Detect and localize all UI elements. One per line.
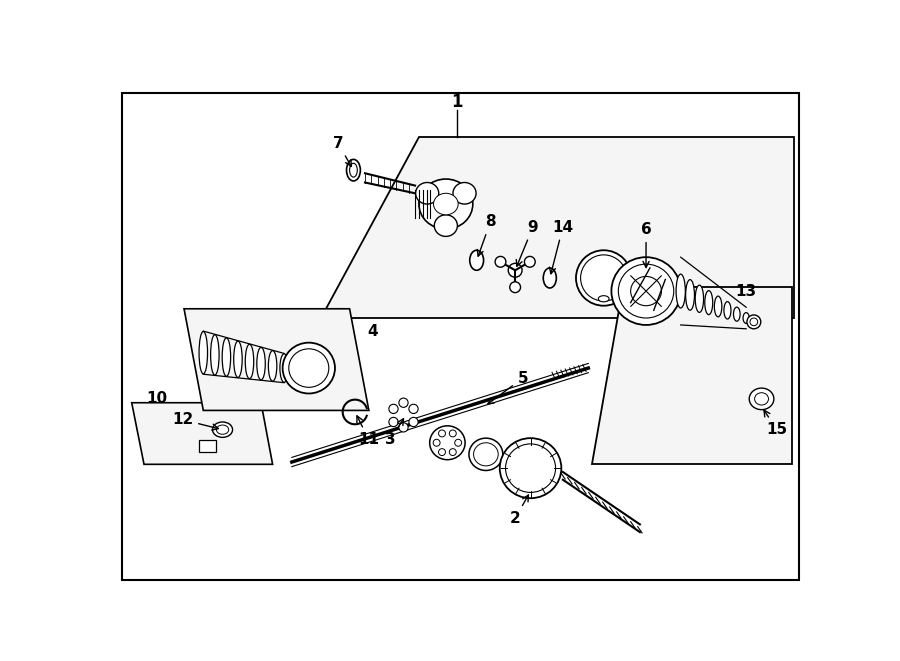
Ellipse shape [216, 425, 229, 434]
Ellipse shape [676, 274, 685, 308]
Ellipse shape [399, 398, 408, 407]
Ellipse shape [349, 163, 357, 177]
Ellipse shape [749, 388, 774, 410]
Ellipse shape [580, 255, 626, 301]
Ellipse shape [416, 182, 438, 204]
Ellipse shape [399, 423, 408, 432]
Text: 10: 10 [147, 391, 167, 407]
Ellipse shape [470, 251, 483, 270]
Ellipse shape [438, 430, 446, 437]
Text: 1: 1 [452, 93, 464, 112]
Ellipse shape [435, 215, 457, 237]
Ellipse shape [473, 443, 499, 466]
Ellipse shape [389, 405, 398, 414]
Ellipse shape [724, 301, 731, 319]
Text: 13: 13 [735, 284, 757, 299]
Text: 15: 15 [764, 410, 788, 437]
Ellipse shape [495, 256, 506, 267]
Ellipse shape [508, 263, 522, 277]
Ellipse shape [246, 344, 254, 379]
Ellipse shape [631, 276, 662, 305]
Ellipse shape [268, 350, 277, 381]
Ellipse shape [434, 193, 458, 215]
Ellipse shape [454, 440, 462, 446]
Ellipse shape [234, 341, 242, 377]
Polygon shape [592, 288, 792, 464]
Text: 5: 5 [488, 371, 528, 404]
Polygon shape [131, 403, 273, 464]
Polygon shape [122, 93, 799, 580]
Ellipse shape [525, 256, 535, 267]
Ellipse shape [283, 342, 335, 393]
Ellipse shape [409, 405, 419, 414]
Ellipse shape [695, 285, 704, 313]
Ellipse shape [409, 417, 419, 426]
Ellipse shape [705, 291, 713, 315]
Ellipse shape [433, 440, 440, 446]
Ellipse shape [618, 264, 674, 318]
Ellipse shape [611, 257, 680, 325]
Ellipse shape [212, 422, 232, 438]
Ellipse shape [449, 449, 456, 455]
Ellipse shape [346, 159, 360, 181]
Ellipse shape [506, 444, 555, 492]
Ellipse shape [222, 338, 230, 376]
Ellipse shape [289, 349, 328, 387]
Ellipse shape [509, 282, 520, 293]
Polygon shape [184, 309, 369, 410]
Ellipse shape [418, 179, 472, 229]
Ellipse shape [754, 393, 769, 405]
Text: 7: 7 [333, 136, 351, 167]
Ellipse shape [211, 334, 219, 375]
Ellipse shape [199, 332, 208, 374]
Text: 4: 4 [367, 325, 378, 339]
Bar [200, 440, 216, 452]
Ellipse shape [544, 268, 556, 288]
Ellipse shape [438, 449, 446, 455]
Ellipse shape [280, 354, 288, 382]
Ellipse shape [743, 313, 749, 323]
Ellipse shape [429, 426, 465, 459]
Ellipse shape [449, 430, 456, 437]
Text: 8: 8 [477, 214, 496, 256]
Polygon shape [125, 318, 658, 564]
Ellipse shape [686, 280, 695, 310]
Ellipse shape [453, 182, 476, 204]
Text: 12: 12 [172, 412, 219, 430]
Ellipse shape [389, 417, 398, 426]
Text: 9: 9 [517, 219, 538, 266]
Text: 6: 6 [641, 222, 652, 268]
Text: 11: 11 [357, 416, 380, 447]
Text: 2: 2 [509, 495, 528, 525]
Ellipse shape [576, 251, 632, 305]
Ellipse shape [469, 438, 503, 471]
Ellipse shape [750, 318, 758, 326]
Polygon shape [321, 137, 794, 318]
Text: 14: 14 [549, 219, 573, 274]
Ellipse shape [747, 315, 760, 329]
Text: 3: 3 [385, 418, 403, 447]
Ellipse shape [598, 295, 609, 302]
Ellipse shape [734, 307, 740, 321]
Ellipse shape [715, 296, 722, 317]
Ellipse shape [256, 348, 266, 380]
Ellipse shape [500, 438, 562, 498]
